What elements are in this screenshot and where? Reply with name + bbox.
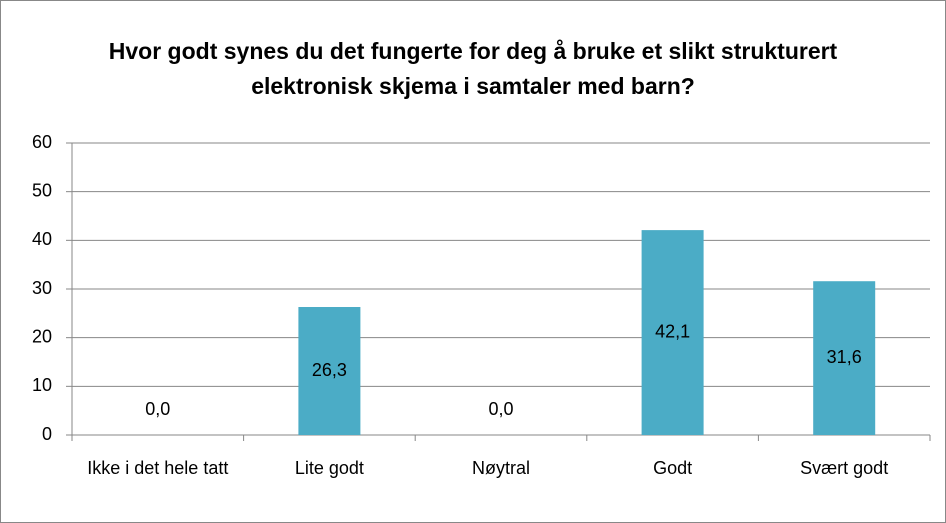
y-tick-label: 10 — [32, 375, 52, 395]
bar — [298, 307, 361, 435]
data-label: 42,1 — [655, 321, 690, 341]
x-tick-label: Godt — [653, 458, 693, 478]
x-tick-label: Svært godt — [800, 458, 889, 478]
bar — [813, 281, 876, 435]
y-tick-label: 50 — [32, 180, 52, 200]
data-label: 26,3 — [312, 360, 347, 380]
y-tick-label: 0 — [42, 424, 52, 444]
y-tick-label: 60 — [32, 132, 52, 152]
y-tick-label: 30 — [32, 278, 52, 298]
bar — [641, 230, 704, 435]
x-tick-label: Lite godt — [294, 458, 364, 478]
data-label: 0,0 — [488, 399, 513, 419]
chart-title: Hvor godt synes du det fungerte for deg … — [108, 38, 838, 99]
y-tick-label: 40 — [32, 229, 52, 249]
y-tick-label: 20 — [32, 326, 52, 346]
x-tick-label: Nøytral — [472, 458, 530, 478]
x-tick-label: Ikke i det hele tatt — [87, 458, 229, 478]
data-label: 0,0 — [145, 399, 170, 419]
data-label: 31,6 — [827, 347, 862, 367]
